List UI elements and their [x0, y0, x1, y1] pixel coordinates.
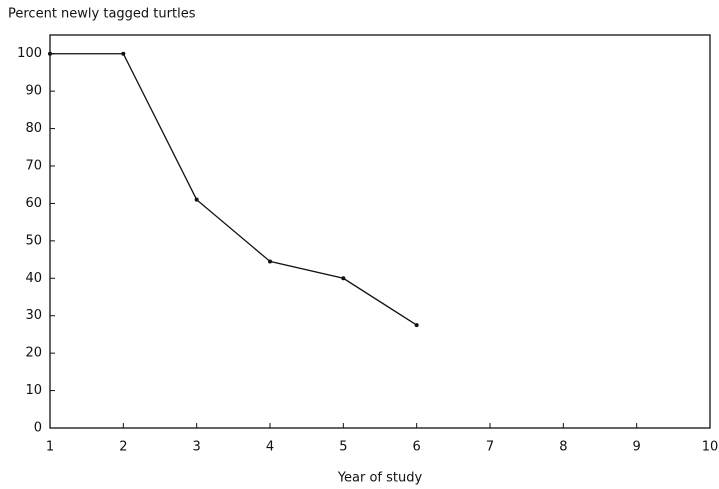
y-tick-label: 80 — [25, 121, 42, 136]
y-tick-label: 90 — [25, 84, 42, 99]
x-tick-label: 8 — [559, 440, 567, 455]
plot-frame — [49, 34, 711, 429]
y-tick-label: 60 — [25, 196, 42, 211]
y-tick-label: 100 — [17, 46, 42, 61]
chart-title: Percent newly tagged turtles — [8, 7, 196, 22]
x-tick-label: 3 — [193, 440, 201, 455]
y-tick-label: 20 — [25, 346, 42, 361]
data-point — [341, 276, 346, 281]
x-tick-label: 7 — [486, 440, 494, 455]
x-tick-label: 9 — [633, 440, 641, 455]
y-tick-label: 0 — [34, 421, 42, 436]
data-line — [50, 53, 418, 326]
x-tick-label: 6 — [413, 440, 421, 455]
x-tick-label: 1 — [46, 440, 54, 455]
x-tick-label: 10 — [702, 440, 719, 455]
y-tick-label: 10 — [25, 383, 42, 398]
y-tick-label: 40 — [25, 271, 42, 286]
data-point — [121, 51, 126, 56]
y-tick-label: 30 — [25, 308, 42, 323]
data-point — [194, 197, 199, 202]
data-point — [414, 323, 419, 328]
x-axis-label: Year of study — [337, 471, 423, 486]
x-tick-label: 5 — [339, 440, 347, 455]
x-tick-label: 2 — [119, 440, 127, 455]
y-tick-label: 70 — [25, 159, 42, 174]
y-tick-label: 50 — [25, 233, 42, 248]
data-point — [268, 259, 272, 264]
x-tick-label: 4 — [266, 440, 274, 455]
data-point — [48, 51, 52, 56]
